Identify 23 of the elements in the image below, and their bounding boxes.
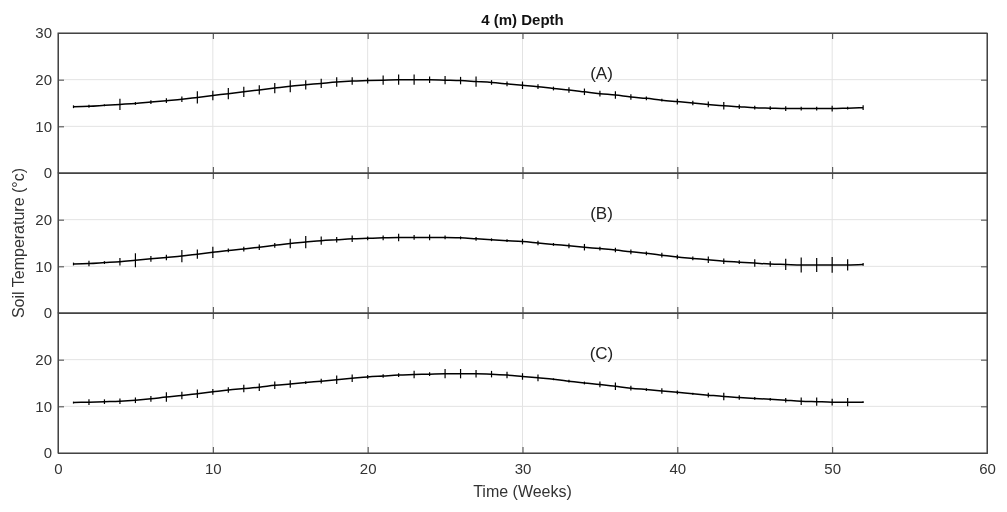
y-axis-title: Soil Temperature (°c) [10, 167, 27, 319]
y-tick-label: 10 [35, 397, 52, 415]
x-tick-label: 10 [204, 459, 222, 477]
y-tick-label: 0 [43, 164, 52, 182]
x-tick-label: 40 [669, 459, 687, 477]
y-tick-label: 30 [35, 24, 52, 42]
y-tick-label: 20 [35, 210, 52, 228]
x-tick-label: 0 [54, 459, 63, 477]
y-tick-label: 10 [35, 257, 52, 275]
y-tick-label: 0 [43, 444, 52, 462]
annotation: (B) [590, 204, 613, 224]
x-tick-label: 50 [824, 459, 842, 477]
y-tick-label: 10 [35, 117, 52, 135]
y-tick-label: 0 [43, 304, 52, 322]
x-tick-label: 30 [514, 459, 532, 477]
x-axis-title: Time (Weeks) [473, 483, 572, 500]
annotation: (A) [590, 64, 613, 84]
x-tick-label: 20 [359, 459, 377, 477]
y-tick-label: 20 [35, 350, 52, 368]
y-tick-label: 20 [35, 70, 52, 88]
chart-title: 4 (m) Depth [481, 11, 564, 28]
annotation: (C) [589, 344, 614, 364]
x-tick-label: 60 [979, 459, 996, 477]
